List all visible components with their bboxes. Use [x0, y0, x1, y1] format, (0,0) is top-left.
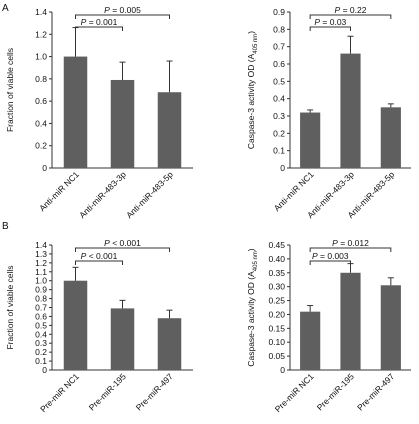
x-category-label: Pre-miR-195	[87, 371, 128, 412]
significance-label: P = 0.03	[314, 17, 346, 27]
x-category-label: Anti-miR NC1	[272, 169, 316, 213]
significance-label: P = 0.005	[104, 5, 141, 15]
y-tick-label: 0.3	[273, 111, 285, 121]
y-tick-label: 0.40	[268, 254, 285, 264]
x-category-label: Anti-miR-483-5p	[124, 169, 175, 220]
y-tick-label: 1.2	[35, 258, 47, 268]
significance-bracket	[75, 260, 123, 265]
bar	[380, 107, 401, 168]
bar	[340, 53, 361, 168]
y-tick-label: 0	[42, 365, 47, 375]
x-category-label: Pre-miR NC1	[38, 371, 81, 414]
panel-letter-a: A	[2, 3, 9, 14]
y-tick-label: 0.25	[268, 296, 285, 306]
y-tick-label: 0.45	[268, 240, 285, 250]
y-tick-label: 0.5	[35, 320, 47, 330]
x-category-label: Anti-miR-483-3p	[77, 169, 128, 220]
y-tick-label: 1.1	[35, 267, 47, 277]
y-tick-label: 0.20	[268, 309, 285, 319]
x-category-label: Anti-miR NC1	[37, 169, 81, 213]
y-axis-title: Fraction of viable cells	[5, 48, 15, 132]
y-tick-label: 0.4	[35, 329, 47, 339]
x-category-label: Pre-miR-497	[355, 371, 396, 412]
y-tick-label: 1.3	[35, 249, 47, 259]
bar	[110, 308, 135, 370]
y-tick-label: 0	[42, 163, 47, 173]
significance-label: P < 0.001	[104, 238, 141, 248]
bar	[300, 311, 321, 370]
significance-bracket	[309, 14, 392, 19]
y-tick-label: 1.4	[35, 240, 47, 250]
y-tick-label: 0.3	[35, 338, 47, 348]
y-tick-label: 0.5	[273, 76, 285, 86]
y-tick-label: 0.1	[273, 146, 285, 156]
x-category-label: Pre-miR NC1	[273, 371, 316, 414]
y-tick-label: 1.2	[35, 29, 47, 39]
bar	[63, 280, 88, 370]
chart-caspase-pre-mir: 0 0.05 0.10 0.15 0.20 0.25 0.30 0.35 0.40 0.45 Cas…	[246, 238, 411, 414]
bar	[63, 56, 88, 169]
y-tick-label: 0.1	[35, 356, 47, 366]
y-tick-label: 0.7	[273, 42, 285, 52]
bar	[110, 79, 135, 168]
bar	[300, 112, 321, 168]
significance-bracket	[75, 14, 170, 19]
y-tick-label: 0.2	[35, 141, 47, 151]
x-category-label: Pre-miR-195	[315, 371, 356, 412]
bar	[340, 272, 361, 370]
y-tick-label: 1.0	[35, 52, 47, 62]
y-axis-title: Caspase-3 activity OD (A405 nm)	[246, 248, 259, 366]
y-tick-label: 0.9	[35, 285, 47, 295]
bar	[380, 285, 401, 370]
chart-viability-anti-mir: 0 0.2 0.4 0.6 0.8 1.0 1.2 1.4 Fraction of viable…	[5, 5, 193, 220]
significance-bracket	[309, 247, 392, 252]
significance-label: P = 0.001	[81, 17, 118, 27]
y-tick-label: 0	[280, 163, 285, 173]
y-tick-label: 0.10	[268, 337, 285, 347]
y-tick-label: 0.9	[273, 7, 285, 17]
significance-label: P < 0.001	[81, 251, 118, 261]
y-tick-label: 0.8	[273, 24, 285, 34]
x-category-label: Pre-miR-497	[134, 371, 175, 412]
y-tick-label: 0.8	[35, 294, 47, 304]
y-tick-label: 0.2	[35, 347, 47, 357]
significance-bracket	[75, 26, 123, 31]
significance-bracket	[75, 247, 170, 252]
y-tick-label: 0.7	[35, 303, 47, 313]
y-tick-label: 0.6	[273, 59, 285, 69]
y-tick-label: 1.0	[35, 276, 47, 286]
significance-label: P = 0.003	[312, 251, 349, 261]
bar	[157, 318, 182, 370]
y-tick-label: 0.6	[35, 311, 47, 321]
y-tick-label: 0.35	[268, 268, 285, 278]
y-tick-label: 0.30	[268, 282, 285, 292]
significance-bracket	[309, 260, 351, 265]
chart-caspase-anti-mir: 0 0.1 0.2 0.3 0.4 0.5 0.6 0.7 0.8 0.9 Caspase-3 ac…	[246, 5, 411, 220]
y-tick-label: 0.4	[35, 118, 47, 128]
significance-bracket	[309, 26, 351, 31]
y-axis-title: Fraction of viable cells	[5, 265, 15, 349]
chart-viability-pre-mir: 00.10.20.30.40.50.60.70.80.91.01.11.21.3…	[5, 238, 193, 414]
y-tick-label: 0.15	[268, 323, 285, 333]
significance-label: P = 0.012	[332, 238, 369, 248]
y-tick-label: 0.2	[273, 128, 285, 138]
y-tick-label: 0.8	[35, 74, 47, 84]
y-tick-label: 0.4	[273, 94, 285, 104]
y-axis-title: Caspase-3 activity OD (A405 nm)	[246, 31, 259, 149]
y-tick-label: 0	[280, 365, 285, 375]
y-tick-label: 1.4	[35, 7, 47, 17]
bar	[157, 92, 182, 168]
panel-letter-b: B	[2, 221, 9, 232]
y-tick-label: 0.6	[35, 96, 47, 106]
y-tick-label: 0.05	[268, 351, 285, 361]
significance-label: P = 0.22	[335, 5, 367, 15]
